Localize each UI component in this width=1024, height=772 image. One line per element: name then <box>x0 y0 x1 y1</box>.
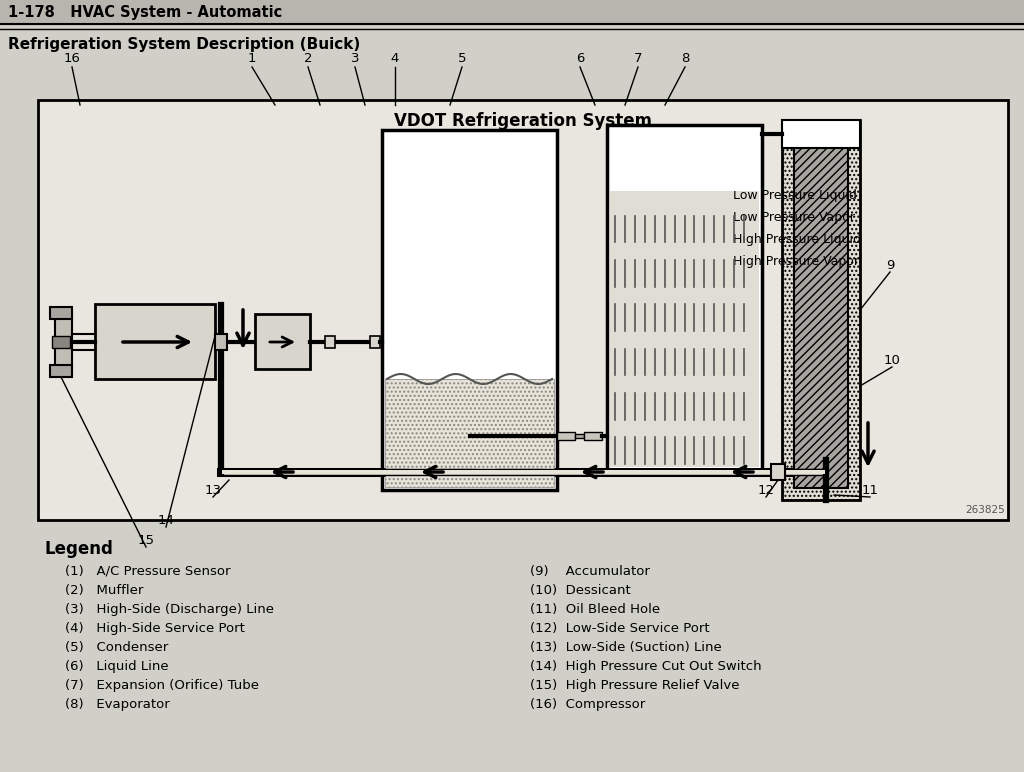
Bar <box>771 464 785 480</box>
Text: 15: 15 <box>137 534 155 547</box>
Text: (2)   Muffler: (2) Muffler <box>65 584 143 597</box>
Bar <box>255 314 310 369</box>
Text: High Pressure Liquid: High Pressure Liquid <box>733 233 861 246</box>
Bar <box>50 307 72 319</box>
Bar <box>385 379 554 487</box>
Text: 13: 13 <box>205 484 221 497</box>
Text: (5)   Condenser: (5) Condenser <box>65 641 168 654</box>
Text: (1)   A/C Pressure Sensor: (1) A/C Pressure Sensor <box>65 565 230 578</box>
Text: 7: 7 <box>634 52 642 65</box>
Bar <box>607 125 762 470</box>
Bar <box>794 132 848 488</box>
Text: (11)  Oil Bleed Hole: (11) Oil Bleed Hole <box>530 603 660 616</box>
Text: 11: 11 <box>861 484 879 497</box>
Bar <box>700 254 728 270</box>
Text: 10: 10 <box>884 354 900 367</box>
Bar <box>700 210 728 226</box>
Bar <box>50 365 72 377</box>
Bar <box>700 232 728 248</box>
Text: 5: 5 <box>458 52 466 65</box>
Bar <box>557 432 575 440</box>
Text: 3: 3 <box>351 52 359 65</box>
Bar <box>575 434 584 438</box>
Text: (7)   Expansion (Orifice) Tube: (7) Expansion (Orifice) Tube <box>65 679 259 692</box>
Text: 14: 14 <box>158 514 174 527</box>
Bar <box>0 0 1024 24</box>
Text: (9)    Accumulator: (9) Accumulator <box>530 565 650 578</box>
Bar <box>215 334 227 350</box>
Bar <box>382 130 557 490</box>
Bar <box>370 336 380 348</box>
Text: Low Pressure Liquid: Low Pressure Liquid <box>733 189 857 202</box>
Text: High Pressure Vapor: High Pressure Vapor <box>733 256 859 269</box>
Text: VDOT Refrigeration System: VDOT Refrigeration System <box>394 112 652 130</box>
Text: 4: 4 <box>391 52 399 65</box>
Bar <box>584 432 602 440</box>
Text: 12: 12 <box>758 484 774 497</box>
Text: (4)   High-Side Service Port: (4) High-Side Service Port <box>65 622 245 635</box>
Bar <box>221 469 826 476</box>
Text: 2: 2 <box>304 52 312 65</box>
Text: 263825: 263825 <box>966 505 1005 515</box>
Text: (13)  Low-Side (Suction) Line: (13) Low-Side (Suction) Line <box>530 641 722 654</box>
Text: Refrigeration System Description (Buick): Refrigeration System Description (Buick) <box>8 36 360 52</box>
Text: (10)  Dessicant: (10) Dessicant <box>530 584 631 597</box>
Text: (12)  Low-Side Service Port: (12) Low-Side Service Port <box>530 622 710 635</box>
Text: 6: 6 <box>575 52 584 65</box>
Bar <box>222 469 825 474</box>
Text: (14)  High Pressure Cut Out Switch: (14) High Pressure Cut Out Switch <box>530 660 762 673</box>
Text: Legend: Legend <box>45 540 114 558</box>
Text: Low Pressure Vapor: Low Pressure Vapor <box>733 212 855 225</box>
Text: 8: 8 <box>681 52 689 65</box>
Text: 1-178   HVAC System - Automatic: 1-178 HVAC System - Automatic <box>8 5 283 19</box>
Bar <box>325 336 335 348</box>
Bar <box>782 120 860 148</box>
Bar <box>55 315 72 369</box>
Bar <box>52 336 70 348</box>
Text: 1: 1 <box>248 52 256 65</box>
Text: 9: 9 <box>886 259 894 272</box>
Bar <box>610 191 759 467</box>
Bar <box>38 100 1008 520</box>
Text: (15)  High Pressure Relief Valve: (15) High Pressure Relief Valve <box>530 679 739 692</box>
Bar <box>610 128 759 191</box>
Text: (6)   Liquid Line: (6) Liquid Line <box>65 660 169 673</box>
Text: (3)   High-Side (Discharge) Line: (3) High-Side (Discharge) Line <box>65 603 274 616</box>
Bar <box>700 188 728 204</box>
Text: (16)  Compressor: (16) Compressor <box>530 698 645 711</box>
Bar <box>782 120 860 500</box>
Text: 16: 16 <box>63 52 81 65</box>
Text: (8)   Evaporator: (8) Evaporator <box>65 698 170 711</box>
Bar <box>95 304 215 379</box>
